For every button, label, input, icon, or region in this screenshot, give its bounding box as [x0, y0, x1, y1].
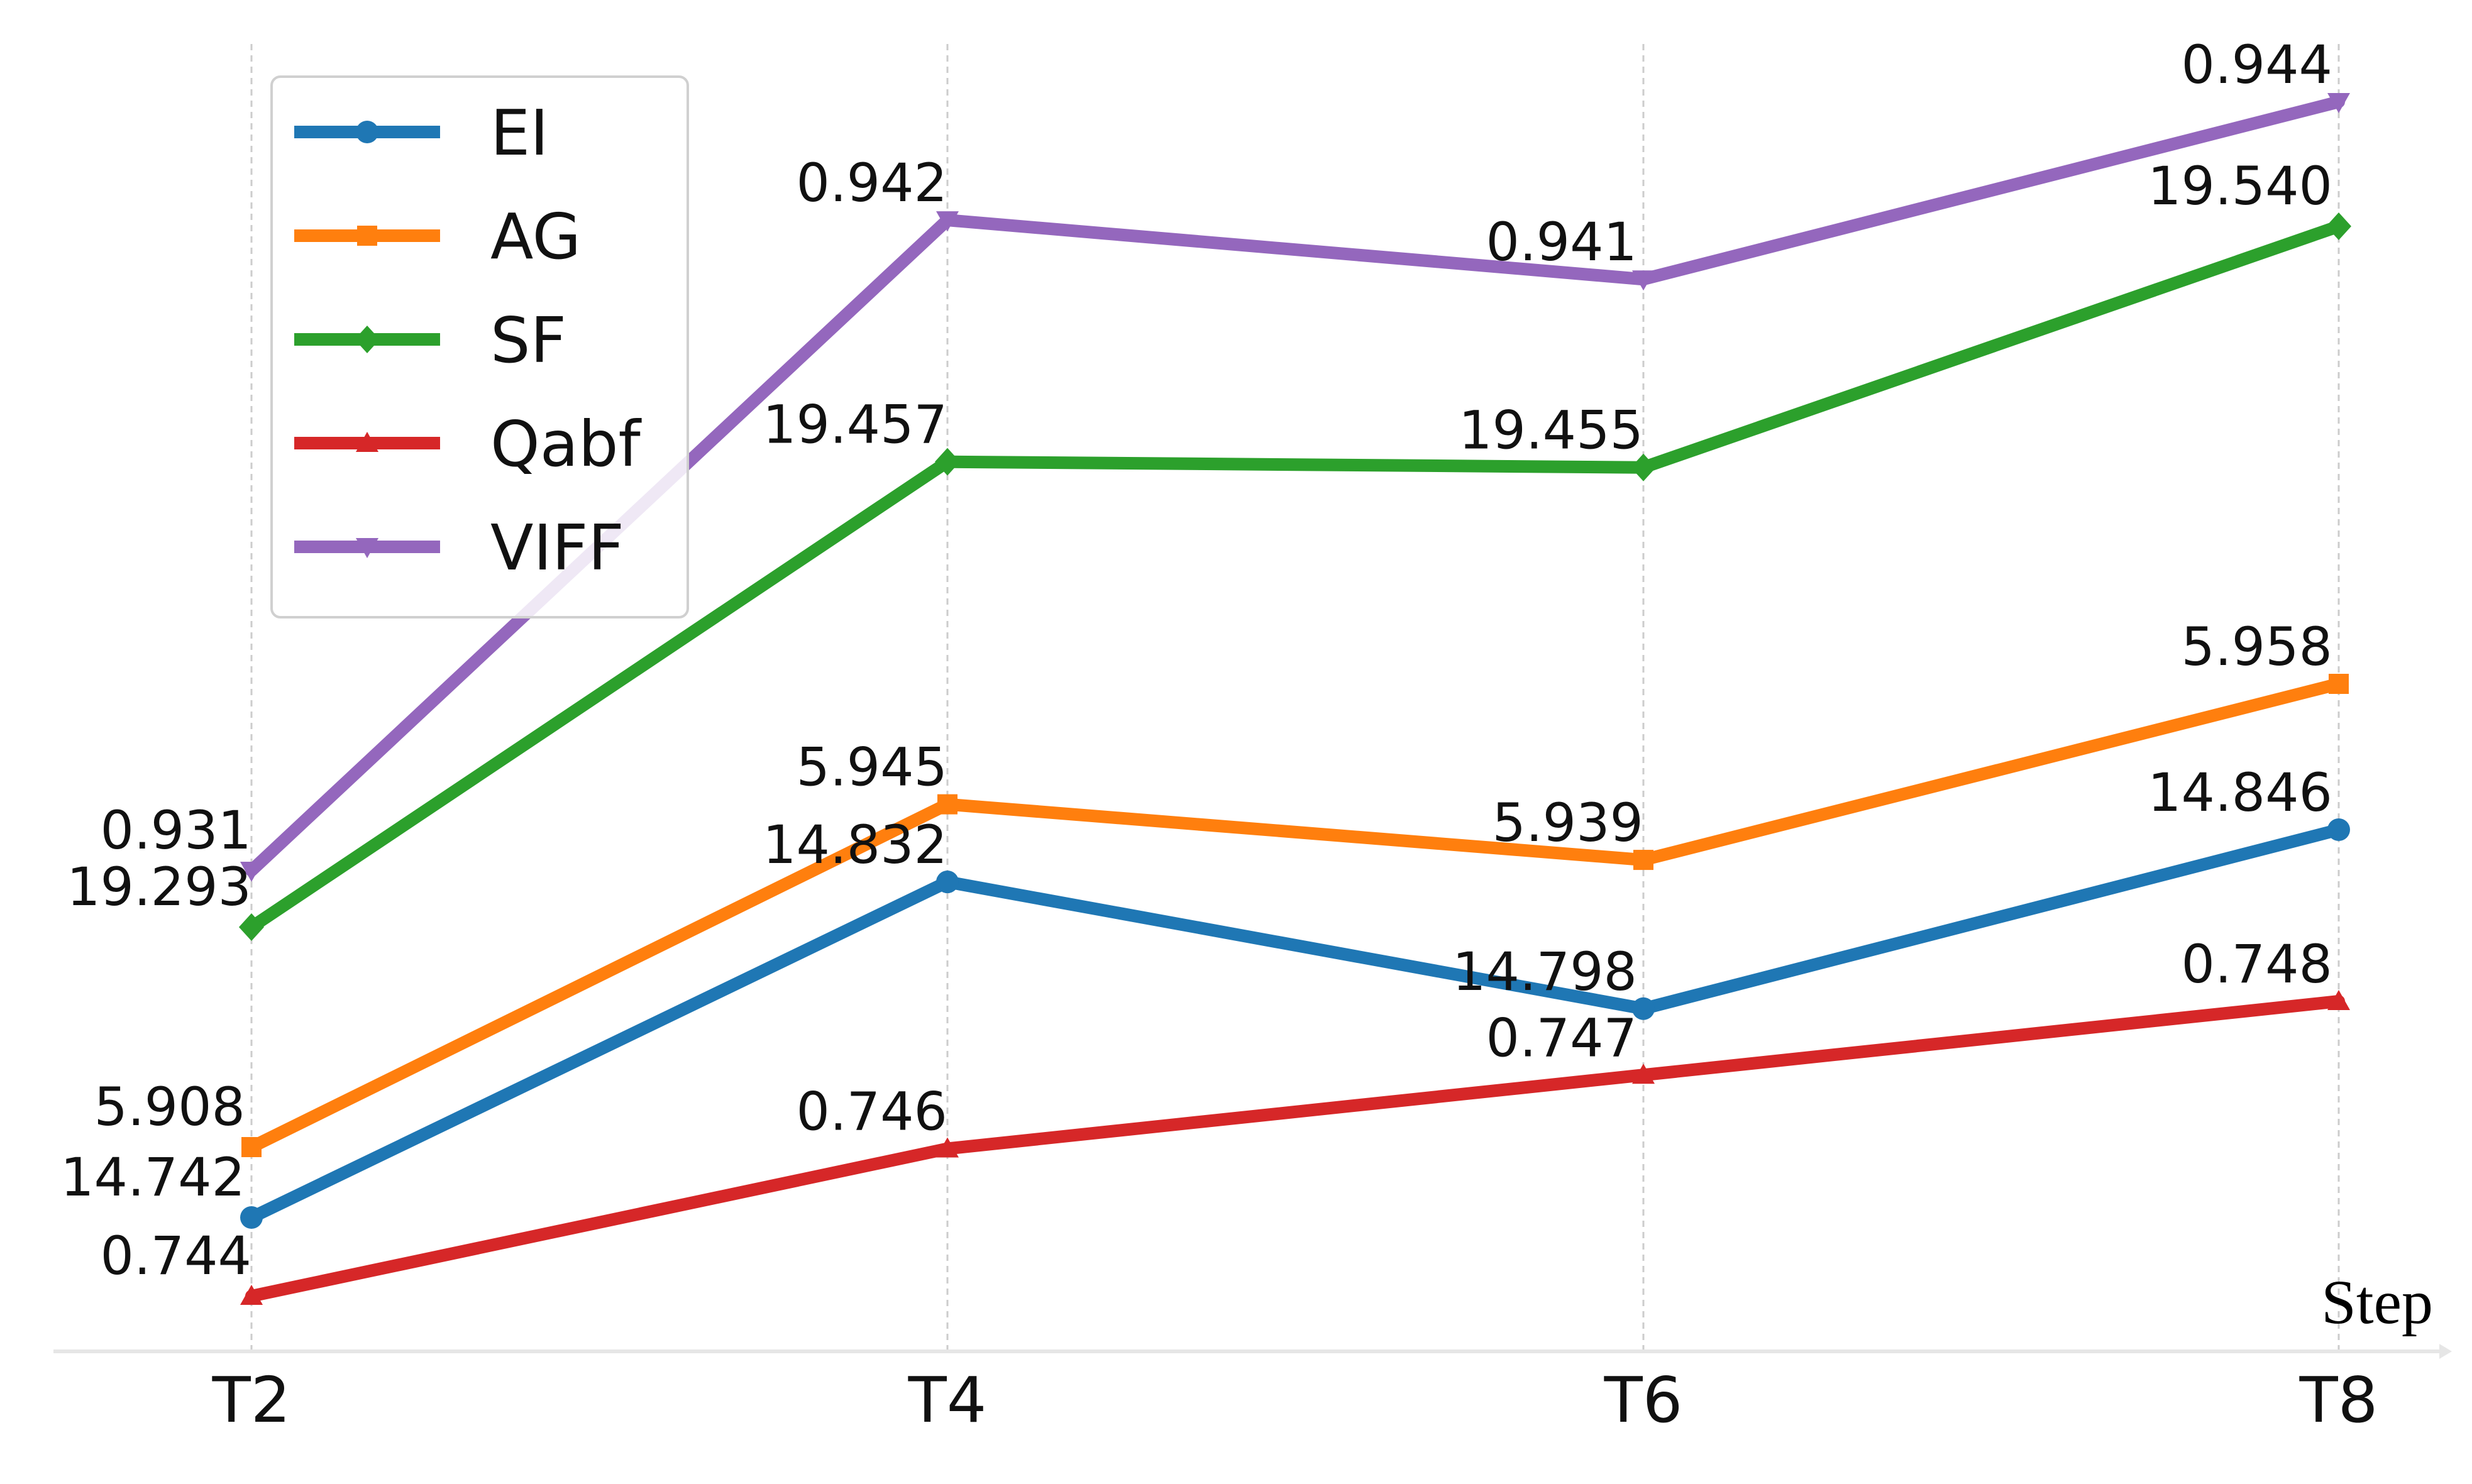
legend-label-ag: AG — [490, 200, 581, 273]
data-point-qabf — [240, 1285, 263, 1305]
data-label-qabf: 0.748 — [2182, 933, 2332, 995]
series-line-sf — [245, 220, 2345, 933]
data-point-ag — [937, 794, 957, 815]
legend-marker-viff — [356, 538, 378, 558]
legend-item-ag: AG — [294, 200, 581, 273]
x-axis-title: Step — [2321, 1267, 2433, 1337]
series-qabf — [240, 990, 2350, 1305]
data-point-sf — [935, 448, 960, 476]
data-point-sf — [239, 913, 264, 941]
legend-label-qabf: Qabf — [490, 407, 642, 481]
data-point-ei — [240, 1206, 263, 1229]
series-line-qabf — [245, 995, 2345, 1302]
data-point-viff — [1632, 270, 1655, 291]
data-label-qabf: 0.746 — [797, 1081, 947, 1143]
data-label-ei: 14.832 — [763, 814, 947, 876]
data-label-ag: 5.958 — [2182, 616, 2332, 678]
legend-label-viff: VIFF — [490, 511, 624, 585]
data-point-ei — [1632, 997, 1655, 1020]
legend: EI AG SF Qabf VIFF — [270, 75, 689, 618]
data-label-qabf: 0.744 — [101, 1225, 251, 1287]
data-point-viff — [936, 211, 959, 232]
data-label-ag: 5.939 — [1493, 792, 1643, 854]
data-label-sf: 19.293 — [67, 856, 251, 918]
data-labels: 14.742 14.832 14.798 14.846 5.908 5.945 5.939 5… — [60, 34, 2332, 1287]
data-label-ag: 5.908 — [94, 1076, 245, 1138]
data-label-sf: 19.457 — [763, 394, 947, 456]
x-tick-label: T2 — [212, 1363, 291, 1437]
x-tick-labels: T2 T4 T6 T8 — [212, 1363, 2378, 1437]
legend-item-viff: VIFF — [294, 511, 624, 585]
data-point-sf — [1631, 453, 1656, 481]
data-label-ei: 14.846 — [2148, 762, 2332, 823]
series-ag — [241, 674, 2349, 1157]
x-tick-label: T8 — [2299, 1363, 2378, 1437]
x-tick-label: T6 — [1604, 1363, 1683, 1437]
data-point-qabf — [1632, 1064, 1655, 1084]
legend-marker-ag — [357, 226, 377, 246]
data-label-viff: 0.942 — [797, 152, 947, 214]
data-point-sf — [2326, 212, 2351, 240]
data-label-qabf: 0.747 — [1486, 1007, 1637, 1069]
x-tick-label: T4 — [908, 1363, 987, 1437]
data-label-ag: 5.945 — [797, 737, 947, 798]
series-sf — [239, 212, 2351, 941]
legend-box — [270, 75, 689, 618]
data-label-viff: 0.941 — [1486, 211, 1637, 273]
grid-lines — [250, 44, 2340, 1351]
legend-item-sf: SF — [294, 304, 566, 377]
data-point-ei — [936, 871, 959, 894]
data-label-sf: 19.540 — [2148, 155, 2332, 217]
x-axis-arrow — [2439, 1344, 2452, 1359]
legend-marker-sf — [355, 326, 380, 353]
series-line-ag — [245, 678, 2345, 1153]
data-point-ag — [2329, 674, 2349, 694]
data-point-qabf — [936, 1137, 959, 1158]
legend-item-ei: EI — [294, 96, 549, 170]
data-label-ei: 14.742 — [60, 1146, 245, 1208]
data-point-qabf — [2327, 990, 2350, 1010]
series-line-ei — [245, 823, 2345, 1224]
data-point-ei — [2327, 818, 2350, 841]
series-ei — [240, 818, 2350, 1229]
data-label-ei: 14.798 — [1452, 941, 1637, 1003]
legend-marker-ei — [356, 121, 378, 143]
data-point-ag — [1633, 850, 1653, 871]
legend-label-sf: SF — [490, 304, 566, 377]
legend-item-qabf: Qabf — [294, 407, 642, 481]
data-point-viff — [2327, 93, 2350, 113]
data-label-sf: 19.455 — [1459, 400, 1643, 461]
legend-marker-qabf — [356, 432, 378, 452]
data-label-viff: 0.944 — [2182, 34, 2332, 96]
data-point-ag — [241, 1137, 262, 1157]
legend-label-ei: EI — [490, 96, 549, 170]
data-label-viff: 0.931 — [101, 800, 251, 861]
data-point-viff — [240, 862, 263, 882]
